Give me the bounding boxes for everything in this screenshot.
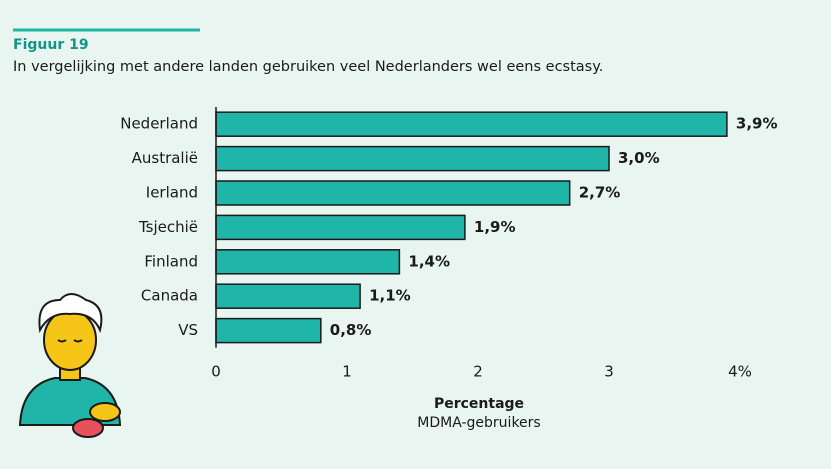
bar <box>216 250 399 274</box>
bar <box>216 181 570 205</box>
chart-title: In vergelijking met andere landen gebrui… <box>13 59 603 75</box>
y-tick-label: Tsjechië <box>138 218 198 236</box>
x-axis-sublabel: MDMA-gebruikers <box>417 415 540 431</box>
x-tick-label: 2 <box>473 363 483 381</box>
y-tick-label: Canada <box>141 287 198 305</box>
y-tick-label: Finland <box>144 252 198 270</box>
value-label: 1,4% <box>408 252 450 270</box>
value-label: 3,9% <box>736 115 778 133</box>
value-label: 1,9% <box>474 218 516 236</box>
value-label: 0,8% <box>330 321 372 339</box>
bar <box>216 284 360 308</box>
bar <box>216 319 321 343</box>
y-tick-label: Australië <box>132 149 198 167</box>
bar <box>216 147 609 171</box>
y-tick-label: Nederland <box>120 115 198 133</box>
figure-label: Figuur 19 <box>13 37 89 53</box>
value-label: 2,7% <box>579 184 621 202</box>
chart: Figuur 19 In vergelijking met andere lan… <box>0 0 831 469</box>
x-tick-label: 3 <box>604 363 614 381</box>
x-axis-label: Percentage <box>434 396 524 412</box>
x-tick-label: 1 <box>342 363 352 381</box>
y-tick-label: Ierland <box>146 184 198 202</box>
value-label: 1,1% <box>369 287 411 305</box>
bar <box>216 215 465 239</box>
x-tick-label: 0 <box>211 363 221 381</box>
x-tick-label: 4% <box>728 363 752 381</box>
value-label: 3,0% <box>618 149 660 167</box>
bar <box>216 112 727 136</box>
y-tick-label: VS <box>178 321 198 339</box>
